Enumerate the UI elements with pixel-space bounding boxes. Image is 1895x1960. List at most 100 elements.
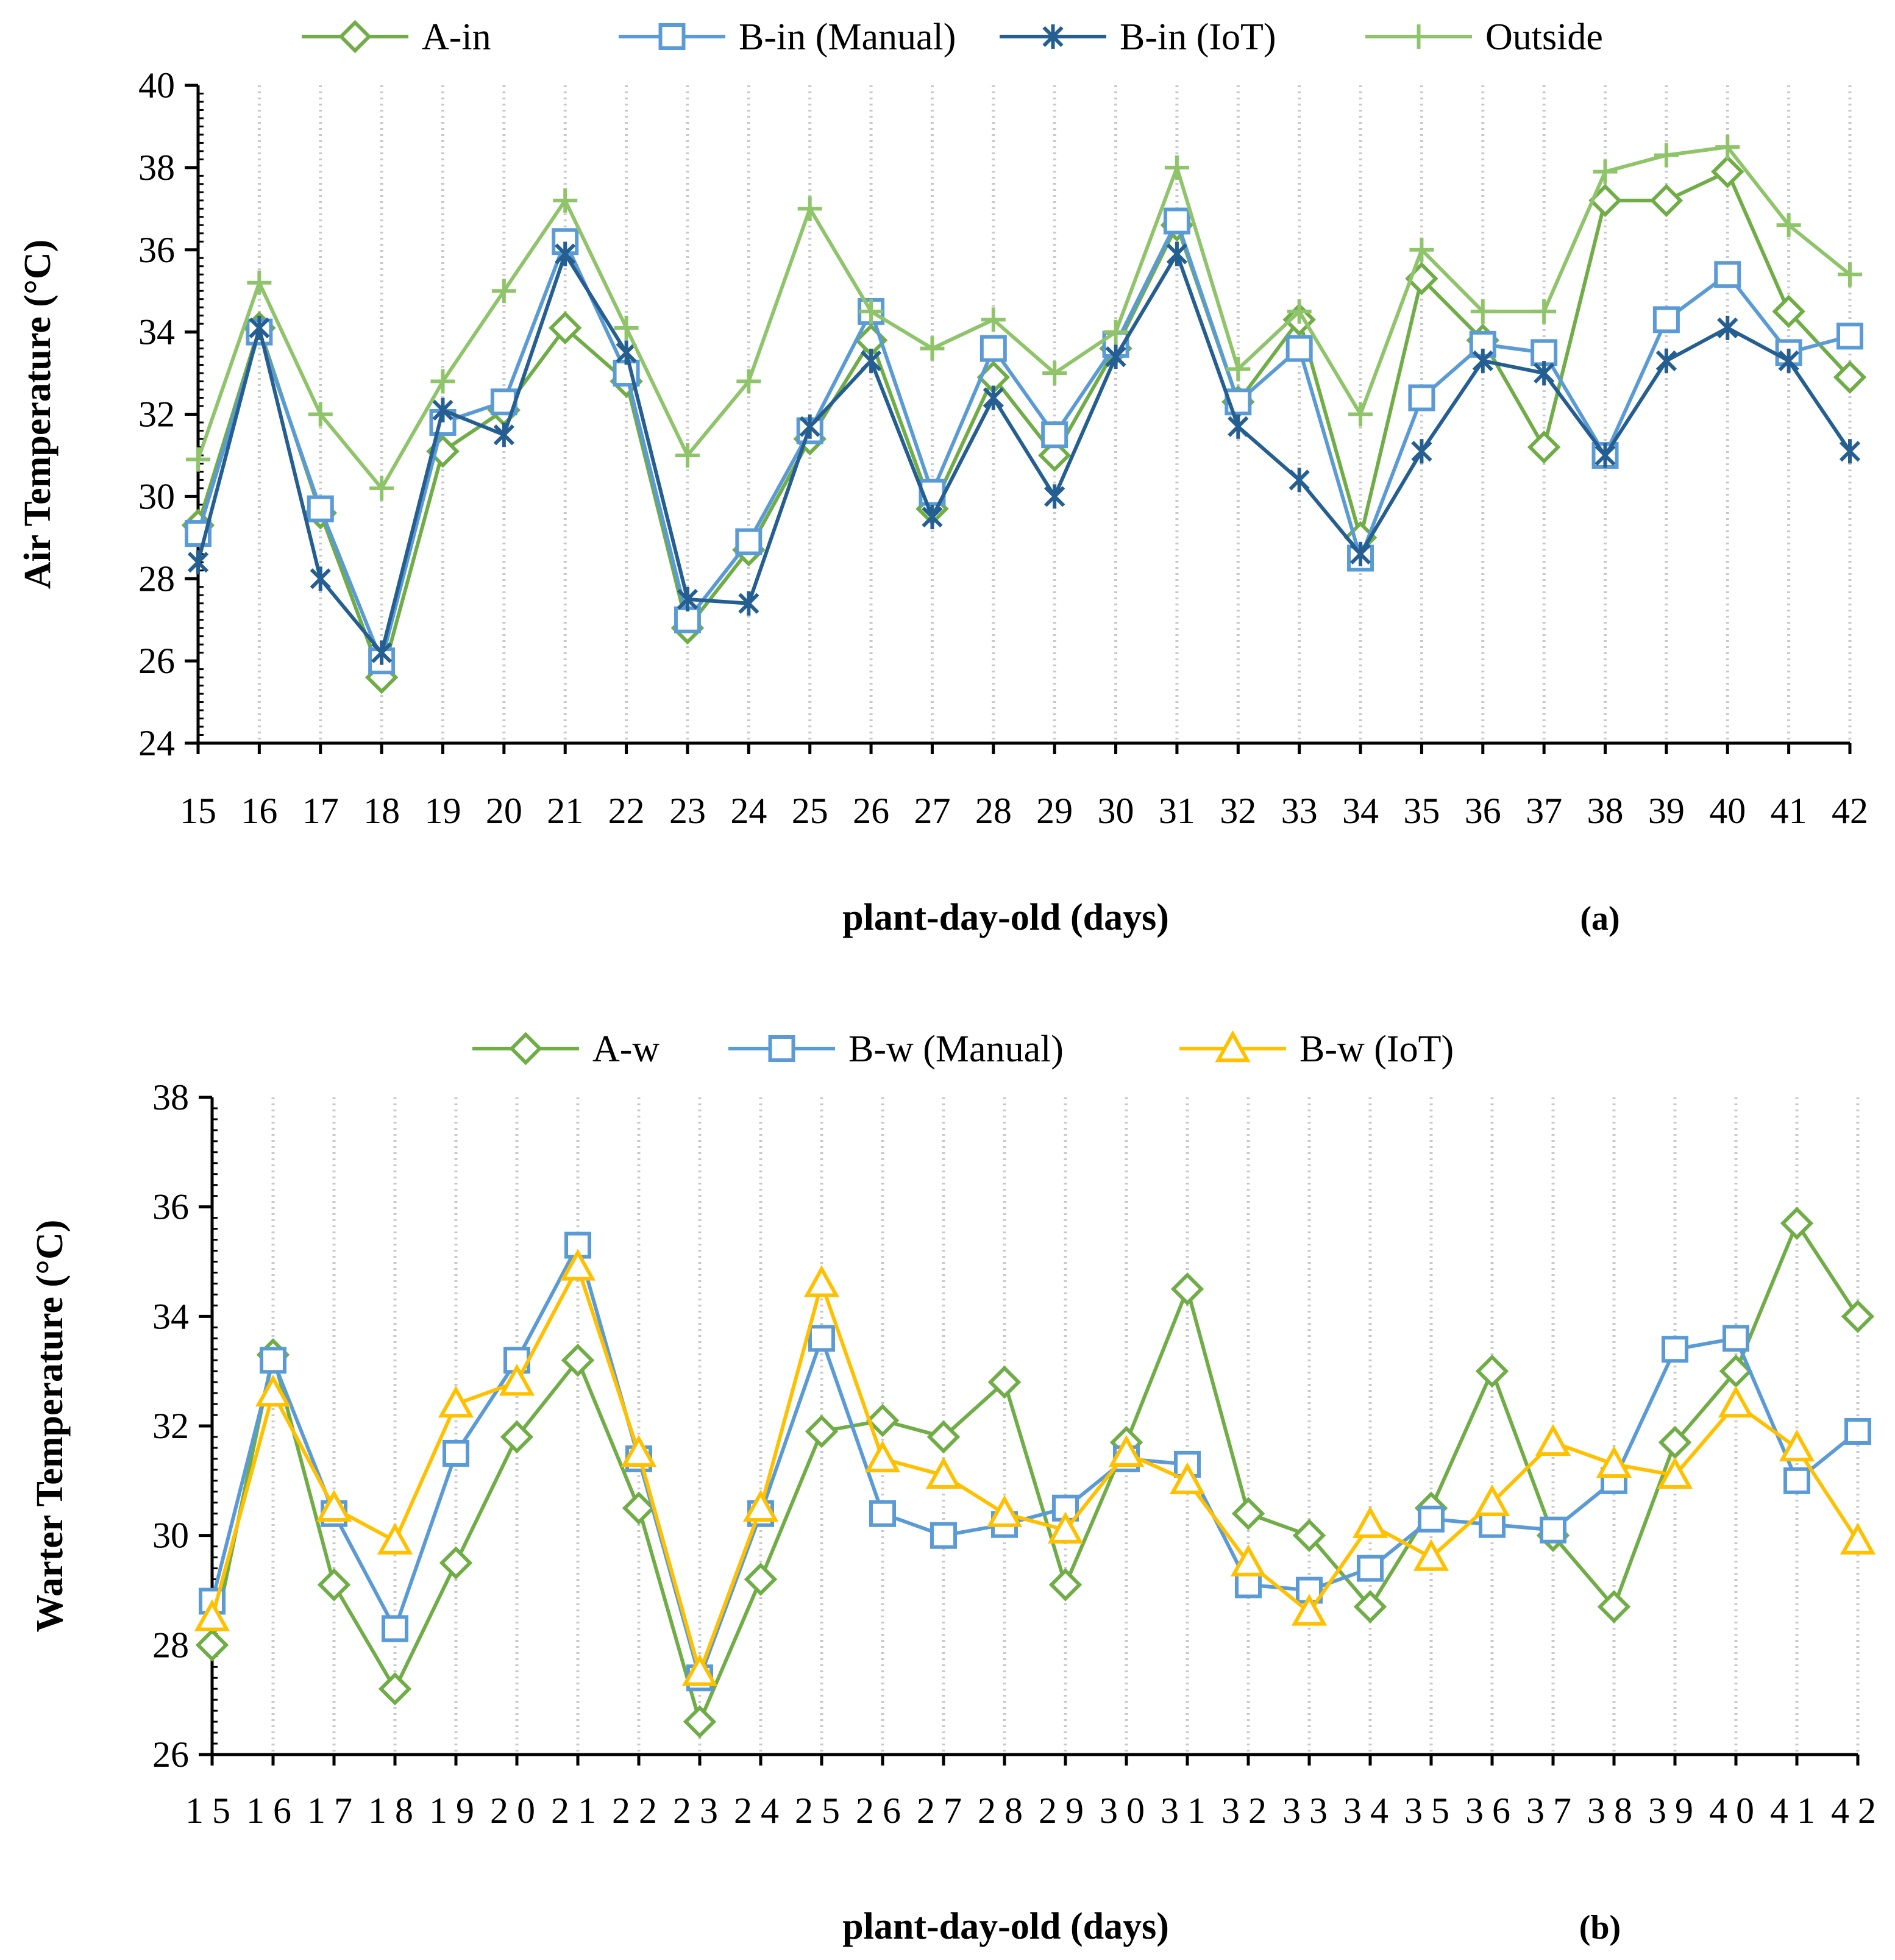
data-point [432, 397, 453, 422]
y-tick-label: 30 [152, 1516, 189, 1556]
data-point [1047, 1511, 1084, 1544]
x-tick-label: 27 [914, 791, 950, 831]
x-tick-label: 36 [1465, 1791, 1519, 1831]
data-point [677, 586, 699, 611]
x-tick-label: 20 [486, 791, 522, 831]
data-point [1292, 1519, 1326, 1552]
data-point [1169, 1462, 1206, 1495]
data-point [1662, 1336, 1688, 1363]
data-point [1833, 360, 1867, 394]
x-tick-label: 30 [1100, 1791, 1153, 1831]
data-point [1779, 1429, 1815, 1462]
legend-item: B-w (Manual) [728, 1028, 1064, 1070]
x-tick-label: 42 [1831, 1791, 1885, 1831]
data-point [805, 1414, 839, 1449]
x-tick-label: 38 [1587, 1791, 1641, 1831]
data-point [1534, 361, 1555, 386]
x-tick-label: 15 [185, 1791, 239, 1831]
data-point [983, 385, 1004, 410]
data-point [930, 1522, 957, 1549]
data-point [1540, 1516, 1566, 1544]
x-tick-label: 35 [1403, 791, 1440, 831]
data-point [1108, 1434, 1145, 1467]
data-point [255, 1374, 291, 1407]
data-point [1037, 438, 1072, 472]
data-point [860, 348, 882, 373]
legend-label: A-w [592, 1028, 660, 1070]
x-axis-title: plant-day-old (days) [842, 1906, 1169, 1947]
data-point [493, 422, 514, 447]
data-point [799, 414, 820, 439]
data-point [1105, 344, 1126, 369]
legend-item: A-in [302, 16, 491, 58]
x-tick-label: 24 [734, 1791, 788, 1831]
panel-label: (b) [1579, 1909, 1621, 1947]
data-point [681, 1654, 718, 1686]
x-tick-label: 39 [1648, 1791, 1702, 1831]
data-point [439, 1546, 473, 1580]
data-point [430, 369, 455, 394]
data-point [561, 1343, 595, 1377]
data-point [1349, 541, 1371, 566]
data-point [1595, 443, 1616, 468]
data-point [1844, 1417, 1871, 1445]
data-point [1532, 299, 1557, 324]
data-point [1776, 213, 1801, 238]
x-tick-label: 32 [1221, 1791, 1275, 1831]
series-b-in-manual [185, 207, 1863, 675]
data-point [308, 402, 333, 427]
x-tick-label: 21 [551, 1791, 605, 1831]
data-point [864, 1440, 901, 1473]
data-point [499, 1363, 535, 1396]
x-tick-label: 25 [795, 1791, 848, 1831]
data-point [438, 1385, 474, 1418]
series-a-w [195, 1206, 1875, 1739]
data-point [1840, 1522, 1876, 1555]
data-point [1839, 439, 1861, 464]
data-point [1470, 299, 1495, 324]
data-point [195, 1628, 229, 1662]
data-point [1413, 1539, 1449, 1571]
series-line [196, 169, 1852, 680]
x-tick-label: 39 [1648, 791, 1685, 831]
data-point [1170, 1272, 1204, 1306]
data-point [1041, 421, 1068, 449]
data-point [1838, 262, 1862, 287]
x-tick-label: 16 [246, 1791, 300, 1831]
data-point [1649, 184, 1683, 218]
data-point [1778, 348, 1799, 373]
x-tick-label: 28 [975, 791, 1012, 831]
y-tick-label: 26 [152, 1734, 189, 1775]
data-point [317, 1568, 351, 1602]
data-point [979, 335, 1007, 362]
data-point [1475, 1354, 1509, 1388]
data-point [803, 1265, 840, 1297]
data-point [307, 495, 334, 522]
data-point [443, 1439, 469, 1467]
y-tick-label: 32 [138, 394, 175, 435]
x-tick-label: 30 [1098, 791, 1134, 831]
data-point [683, 1705, 717, 1739]
data-point [1411, 439, 1432, 464]
data-point [1230, 1544, 1267, 1577]
legend-label: B-w (Manual) [848, 1028, 1064, 1070]
legend-label: B-in (IoT) [1120, 16, 1276, 58]
data-point [1163, 207, 1190, 235]
series-line [196, 145, 1851, 490]
data-point [1711, 155, 1744, 188]
data-point [310, 566, 331, 591]
data-point [1291, 1594, 1328, 1626]
data-point [1657, 1456, 1693, 1489]
data-point [744, 1563, 778, 1596]
data-point [1658, 1425, 1692, 1459]
x-tick-label: 38 [1587, 791, 1624, 831]
data-point [1235, 1571, 1262, 1598]
y-tick-label: 36 [138, 230, 175, 270]
x-tick-label: 35 [1404, 1791, 1458, 1831]
series-line [210, 1243, 1859, 1680]
data-point [1655, 348, 1677, 373]
data-point [316, 1489, 352, 1522]
data-point [616, 340, 637, 365]
x-tick-label: 41 [1771, 791, 1807, 831]
